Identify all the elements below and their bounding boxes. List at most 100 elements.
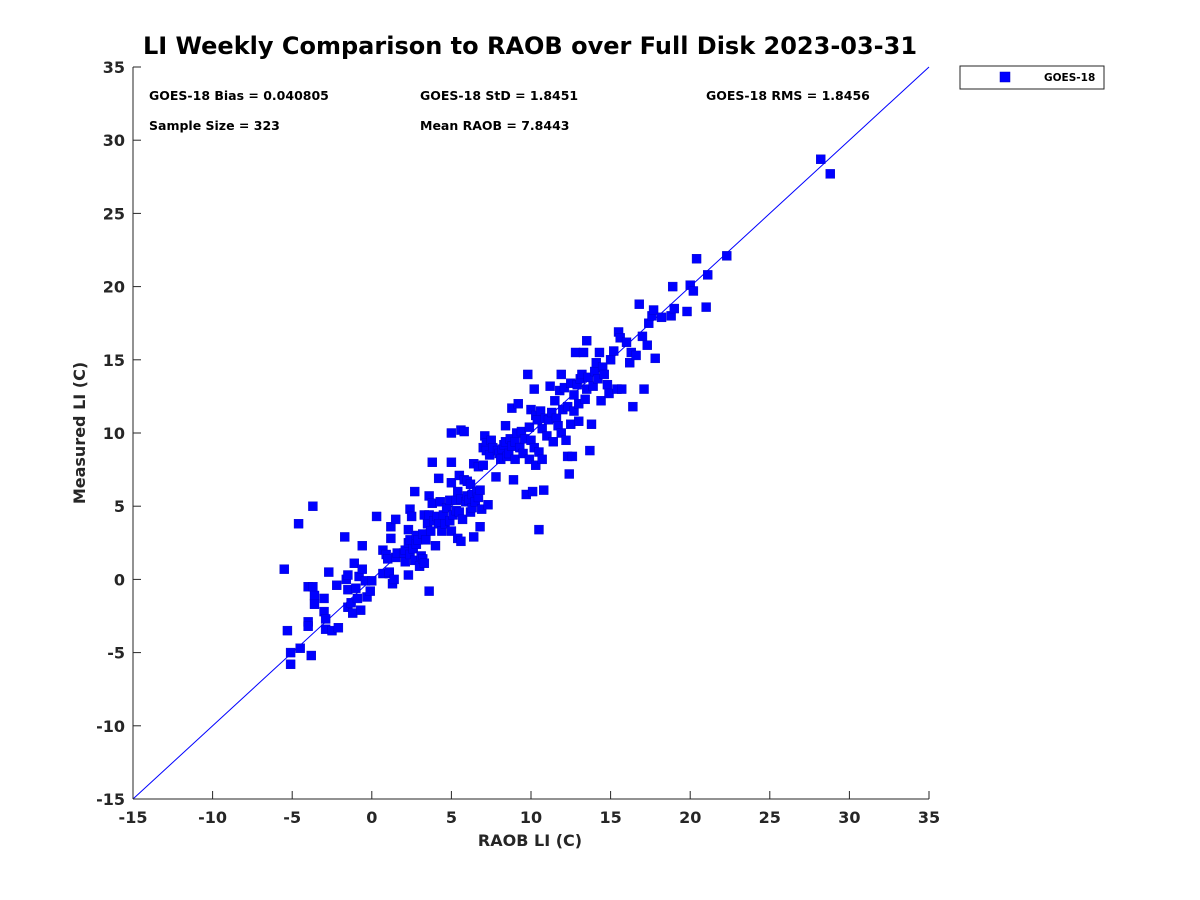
- data-point-156: [513, 399, 523, 409]
- x-tick-label-0: -15: [119, 808, 148, 827]
- data-point-177: [537, 454, 547, 465]
- data-point-8: [303, 621, 313, 631]
- data-point-225: [605, 355, 616, 365]
- data-point-24: [343, 570, 353, 580]
- data-point-59: [403, 570, 414, 580]
- x-axis-ticks: -15 -10 -5 0 5 10 15 20 25 30 35: [119, 791, 940, 827]
- data-point-220: [596, 396, 606, 406]
- data-point-46: [384, 567, 395, 577]
- x-axis-label: RAOB LI (C): [478, 831, 582, 850]
- data-point-200: [569, 390, 579, 400]
- data-point-130: [478, 460, 488, 470]
- data-point-184: [548, 437, 558, 447]
- data-point-163: [524, 422, 535, 432]
- data-point-154: [510, 454, 520, 465]
- x-tick-label-9: 30: [838, 808, 860, 827]
- data-point-215: [588, 381, 598, 391]
- y-tick-label-3: 0: [114, 570, 125, 589]
- data-point-31: [352, 593, 363, 604]
- data-point-63: [406, 511, 417, 522]
- reference-line-group: [132, 66, 930, 800]
- data-point-185: [550, 396, 560, 406]
- data-point-222: [599, 369, 609, 380]
- data-point-238: [639, 384, 649, 394]
- data-point-13: [309, 599, 320, 609]
- data-point-117: [465, 479, 476, 489]
- data-point-87: [433, 473, 444, 484]
- y-tick-label-9: 30: [103, 131, 125, 150]
- data-point-30: [351, 583, 361, 593]
- data-point-172: [532, 415, 543, 425]
- data-point-230: [617, 384, 627, 394]
- y-tick-label-8: 25: [103, 204, 125, 223]
- data-point-4: [293, 519, 304, 529]
- data-point-99: [446, 526, 457, 536]
- data-point-85: [430, 541, 441, 551]
- data-point-211: [582, 336, 592, 346]
- stats-annotations: GOES-18 Bias = 0.040805 GOES-18 StD = 1.…: [149, 88, 870, 133]
- data-point-236: [634, 299, 644, 309]
- x-tick-label-4: 5: [446, 808, 457, 827]
- data-point-183: [547, 407, 557, 418]
- data-point-243: [650, 353, 660, 364]
- data-point-12: [309, 590, 320, 601]
- data-point-56: [400, 557, 410, 567]
- data-point-21: [333, 623, 344, 633]
- data-point-98: [446, 478, 457, 488]
- data-point-196: [564, 469, 574, 479]
- data-point-122: [468, 532, 479, 542]
- data-point-256: [825, 169, 835, 179]
- data-point-168: [529, 384, 539, 394]
- data-point-226: [609, 346, 619, 356]
- y-axis-ticks: -15 -10 -5 0 5 10 15 20 25 30 35: [96, 58, 141, 809]
- data-point-173: [534, 524, 544, 535]
- legend-label: GOES-18: [1044, 72, 1095, 84]
- x-tick-label-5: 10: [520, 808, 542, 827]
- data-point-213: [585, 445, 595, 456]
- data-point-193: [561, 435, 571, 446]
- data-point-199: [567, 451, 578, 462]
- data-point-252: [703, 270, 713, 280]
- data-point-165: [526, 404, 536, 415]
- data-point-110: [457, 514, 468, 525]
- data-point-146: [500, 420, 511, 431]
- chart-title: LI Weekly Comparison to RAOB over Full D…: [143, 32, 917, 60]
- data-point-182: [545, 381, 555, 391]
- data-point-219: [594, 347, 605, 358]
- y-tick-label-7: 20: [103, 278, 125, 297]
- data-point-239: [642, 340, 652, 350]
- y-tick-label-4: 5: [114, 497, 125, 516]
- data-point-47: [386, 522, 396, 532]
- data-point-247: [669, 303, 679, 314]
- data-point-111: [459, 426, 469, 437]
- data-point-20: [332, 580, 342, 590]
- data-point-159: [518, 448, 528, 459]
- data-point-50: [389, 574, 399, 585]
- data-point-209: [580, 394, 590, 405]
- x-tick-label-10: 35: [918, 808, 940, 827]
- data-point-189: [556, 369, 566, 380]
- data-point-65: [410, 486, 420, 497]
- data-point-202: [570, 347, 581, 358]
- data-point-212: [583, 372, 594, 383]
- data-point-255: [816, 154, 826, 164]
- data-point-201: [569, 406, 579, 416]
- data-point-180: [542, 431, 552, 441]
- data-point-244: [656, 312, 667, 323]
- plot-area: [132, 66, 930, 800]
- data-point-25: [343, 584, 353, 595]
- data-point-97: [446, 428, 457, 438]
- x-tick-label-3: 0: [366, 808, 377, 827]
- data-point-83: [427, 498, 437, 508]
- legend-marker-square: [999, 71, 1011, 83]
- data-point-167: [527, 486, 538, 497]
- data-point-109: [456, 536, 466, 547]
- y-tick-label-0: -15: [96, 790, 125, 809]
- data-point-0: [279, 564, 289, 574]
- x-tick-label-2: -5: [283, 808, 301, 827]
- data-point-251: [691, 254, 702, 264]
- data-point-38: [365, 586, 375, 596]
- data-point-22: [340, 532, 350, 542]
- y-axis-label: Measured LI (C): [70, 362, 89, 504]
- stat-mean-raob: Mean RAOB = 7.8443: [420, 118, 569, 133]
